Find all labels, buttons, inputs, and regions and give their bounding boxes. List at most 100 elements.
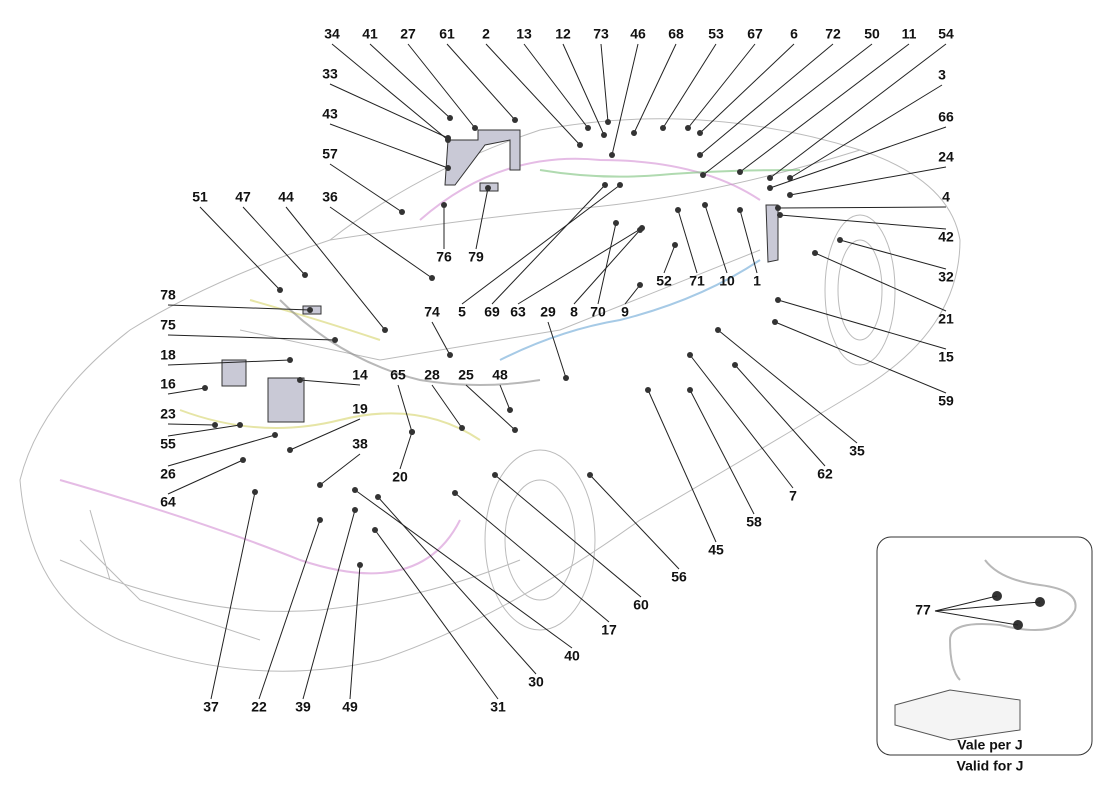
callout: 75: [160, 317, 176, 333]
callout: 57: [322, 146, 338, 162]
leader-line: [210, 491, 256, 700]
leader-line: [789, 84, 943, 179]
part-marker: [732, 362, 738, 368]
part-marker: [212, 422, 218, 428]
inset-note: Valid for J: [957, 758, 1024, 774]
leader-line: [779, 214, 947, 230]
leader-line: [289, 418, 361, 451]
leader-line: [739, 43, 910, 173]
part-marker: [631, 130, 637, 136]
callout: 40: [564, 648, 580, 664]
part-marker: [812, 250, 818, 256]
callout: 45: [708, 542, 724, 558]
callout: 26: [160, 466, 176, 482]
callout: 61: [439, 26, 455, 42]
callout: 21: [938, 311, 954, 327]
part-marker: [605, 119, 611, 125]
part-marker: [445, 165, 451, 171]
leader-line: [167, 334, 336, 341]
leader-line: [573, 229, 641, 305]
callout: 67: [747, 26, 763, 42]
leader-line: [499, 384, 511, 411]
callout: 36: [322, 189, 338, 205]
inset-module: [894, 689, 1021, 741]
part-marker: [675, 207, 681, 213]
part-marker: [737, 169, 743, 175]
callout: 62: [817, 466, 833, 482]
leader-line: [302, 509, 356, 700]
leader-line: [600, 43, 609, 123]
part-marker: [459, 425, 465, 431]
part-marker: [637, 227, 643, 233]
part-marker: [375, 494, 381, 500]
callout: 23: [160, 406, 176, 422]
part-marker: [613, 220, 619, 226]
part-marker: [787, 192, 793, 198]
callout: 49: [342, 699, 358, 715]
part-marker: [492, 472, 498, 478]
leader-line: [663, 244, 676, 274]
callout: 77: [915, 602, 931, 618]
part-marker: [609, 152, 615, 158]
leader-line: [699, 43, 834, 156]
callout: 1: [753, 273, 761, 289]
leader-line: [494, 474, 642, 598]
callout: 79: [468, 249, 484, 265]
part-marker: [767, 175, 773, 181]
callout: 59: [938, 393, 954, 409]
leader-line: [354, 489, 573, 649]
callout: 44: [278, 189, 294, 205]
part-marker: [837, 237, 843, 243]
leader-line: [331, 43, 449, 141]
leader-line: [465, 384, 516, 431]
callout: 55: [160, 436, 176, 452]
callout: 14: [352, 367, 368, 383]
part-marker: [429, 275, 435, 281]
callout: 66: [938, 109, 954, 125]
part-marker: [452, 490, 458, 496]
callout: 29: [540, 304, 556, 320]
leader-line: [285, 206, 386, 331]
leader-line: [814, 252, 947, 312]
part-marker: [352, 487, 358, 493]
leader-line: [704, 204, 728, 274]
leader-line: [258, 519, 321, 700]
leader-line: [167, 387, 206, 395]
callout: 31: [490, 699, 506, 715]
callout: 35: [849, 443, 865, 459]
callout: 48: [492, 367, 508, 383]
inset: 77 Vale per J Valid for J: [876, 536, 1093, 774]
callout: 60: [633, 597, 649, 613]
leader-line: [699, 43, 795, 134]
leader-line: [562, 43, 605, 136]
leader-line: [475, 187, 489, 250]
leader-line: [611, 43, 639, 156]
callout: 46: [630, 26, 646, 42]
leader-line: [399, 431, 413, 470]
leader-line: [734, 364, 826, 467]
part-marker: [507, 407, 513, 413]
leader-line: [523, 43, 589, 129]
part-marker: [472, 125, 478, 131]
leader-line: [167, 434, 276, 467]
callout: 3: [938, 67, 946, 83]
part-marker: [585, 125, 591, 131]
part-marker: [382, 327, 388, 333]
leader-line: [329, 83, 449, 139]
callout: 8: [570, 304, 578, 320]
leader-line: [662, 43, 717, 129]
leader-line: [777, 206, 947, 209]
callout: 56: [671, 569, 687, 585]
leader-line: [407, 43, 476, 129]
part-marker: [399, 209, 405, 215]
part-marker: [445, 135, 451, 141]
part-marker: [587, 472, 593, 478]
part-marker: [317, 482, 323, 488]
part-marker: [277, 287, 283, 293]
part-marker: [685, 125, 691, 131]
callout: 18: [160, 347, 176, 363]
part-marker: [240, 457, 246, 463]
leader-line: [689, 389, 755, 515]
callout: 69: [484, 304, 500, 320]
callout: 9: [621, 304, 629, 320]
